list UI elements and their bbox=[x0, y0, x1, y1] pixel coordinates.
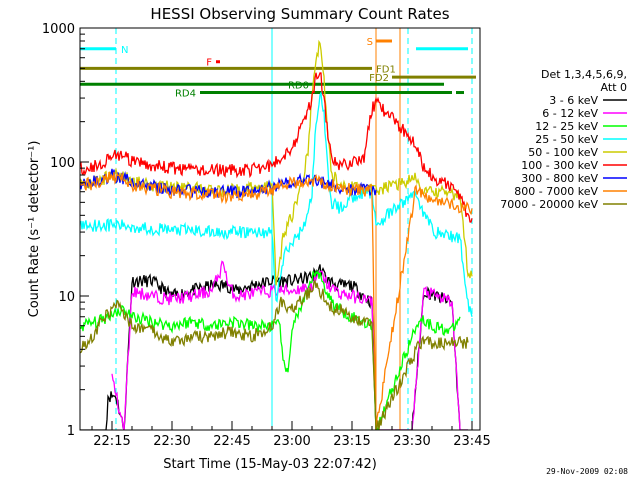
legend-entry-label: 100 - 300 keV bbox=[521, 159, 598, 172]
x-axis-label: Start Time (15-May-03 22:07:42) bbox=[163, 457, 377, 472]
y-tick-label: 100 bbox=[50, 156, 75, 171]
series-line-5 bbox=[80, 72, 473, 223]
x-tick-label: 22:15 bbox=[93, 434, 130, 449]
legend-title: Det 1,3,4,5,6,9, bbox=[541, 68, 627, 81]
state-label-rd0: RD0 bbox=[288, 80, 309, 91]
legend-entry-label: 12 - 25 keV bbox=[535, 120, 598, 133]
series-line-1 bbox=[111, 260, 468, 430]
state-label-fd1: FD1 bbox=[376, 64, 396, 75]
state-label-s: S bbox=[367, 37, 373, 48]
plot-frame bbox=[79, 27, 481, 431]
y-tick-label: 1 bbox=[67, 424, 75, 439]
state-label-fd2: FD2 bbox=[369, 73, 389, 84]
x-tick-label: 22:45 bbox=[213, 434, 250, 449]
y-axis-label: Count Rate (s⁻¹ detector⁻¹) bbox=[27, 141, 42, 318]
x-tick-label: 23:15 bbox=[333, 434, 370, 449]
y-tick-label: 1000 bbox=[42, 22, 75, 37]
series-line-4 bbox=[80, 39, 473, 286]
legend-entry-label: 800 - 7000 keV bbox=[514, 185, 598, 198]
legend-subtitle: Att 0 bbox=[601, 81, 627, 94]
series-line-2 bbox=[80, 269, 461, 430]
legend-entry-label: 3 - 6 keV bbox=[549, 94, 598, 107]
series-line-3 bbox=[80, 90, 473, 317]
state-label-f: F bbox=[206, 58, 212, 69]
legend-entry-label: 25 - 50 keV bbox=[535, 133, 598, 146]
state-label-n: N bbox=[121, 45, 128, 56]
x-tick-label: 23:45 bbox=[453, 434, 490, 449]
series-line-7 bbox=[80, 171, 473, 430]
timestamp-label: 29-Nov-2009 02:08 bbox=[546, 467, 628, 476]
x-tick-label: 22:30 bbox=[153, 434, 190, 449]
legend-entry-label: 6 - 12 keV bbox=[542, 107, 598, 120]
series-line-0 bbox=[80, 264, 468, 430]
chart-title: HESSI Observing Summary Count Rates bbox=[150, 5, 449, 23]
legend-entry-label: 7000 - 20000 keV bbox=[500, 198, 598, 211]
legend-entry-label: 50 - 100 keV bbox=[528, 146, 598, 159]
x-tick-label: 23:30 bbox=[393, 434, 430, 449]
y-tick-label: 10 bbox=[58, 290, 75, 305]
state-label-rd4: RD4 bbox=[175, 89, 196, 100]
series-line-8 bbox=[80, 279, 469, 430]
legend-entry-label: 300 - 800 keV bbox=[521, 172, 598, 185]
x-tick-label: 23:00 bbox=[273, 434, 310, 449]
